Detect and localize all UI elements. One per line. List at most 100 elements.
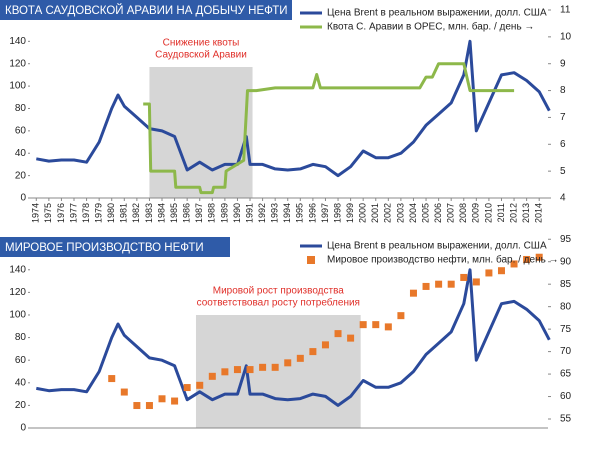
x-tick-label: 1978: [81, 203, 91, 223]
x-tick-label: 1983: [144, 203, 154, 223]
y-tick-label: 20: [15, 170, 27, 181]
series-point: [447, 280, 455, 288]
series-line: [36, 39, 551, 178]
annotation: Мировой рост производства: [213, 286, 345, 297]
legend-label: Цена Brent в реальном выражении, долл. С…: [327, 8, 547, 19]
y2-tick-label: 60: [560, 391, 572, 402]
title-bar: [0, 237, 230, 257]
series-point: [334, 330, 342, 338]
y-tick-label: 80: [15, 332, 27, 343]
title-bar: [0, 0, 292, 20]
y2-tick-label: 7: [560, 112, 566, 123]
y2-tick-label: 75: [560, 324, 572, 335]
x-tick-label: 2012: [508, 203, 518, 223]
y2-tick-label: 90: [560, 256, 572, 267]
series-point: [233, 366, 241, 374]
y-tick-label: 140: [9, 36, 26, 47]
x-tick-label: 2014: [534, 203, 544, 223]
y-tick-label: 60: [15, 125, 27, 136]
x-tick-label: 1994: [282, 203, 292, 223]
series-point: [409, 289, 417, 297]
y2-tick-label: 70: [560, 346, 572, 357]
x-tick-label: 2009: [471, 203, 481, 223]
x-tick-label: 1982: [131, 203, 141, 223]
x-tick-label: 1996: [307, 203, 317, 223]
x-tick-label: 1999: [345, 203, 355, 223]
y2-tick-label: 65: [560, 369, 572, 380]
x-tick-label: 1998: [332, 203, 342, 223]
y-tick-label: 0: [20, 423, 26, 434]
chart-title: МИРОВОЕ ПРОИЗВОДСТВО НЕФТИ: [5, 242, 204, 254]
series-line: [143, 62, 515, 195]
series-point: [208, 372, 216, 380]
series-point: [472, 278, 480, 286]
y-tick-label: 100: [9, 310, 26, 321]
series-point: [145, 402, 153, 410]
series-point: [246, 366, 254, 374]
x-tick-label: 2001: [370, 203, 380, 223]
x-tick-label: 1984: [156, 203, 166, 223]
x-tick-label: 2008: [458, 203, 468, 223]
y-tick-label: 60: [15, 355, 27, 366]
y-tick-label: 120: [9, 287, 26, 298]
chart-title: КВОТА САУДОВСКОЙ АРАВИИ НА ДОБЫЧУ НЕФТИ: [5, 4, 288, 17]
y-tick-label: 40: [15, 377, 27, 388]
y2-tick-label: 80: [560, 301, 572, 312]
y2-tick-label: 6: [560, 139, 566, 150]
y2-tick-label: 4: [560, 193, 566, 204]
series-point: [183, 384, 191, 392]
x-tick-label: 1985: [169, 203, 179, 223]
x-tick-label: 1988: [207, 203, 217, 223]
series-point: [296, 354, 304, 362]
series-point: [510, 260, 518, 268]
y2-tick-label: 95: [560, 234, 572, 245]
y-tick-label: 80: [15, 103, 27, 114]
x-tick-label: 1974: [31, 203, 41, 223]
series-point: [384, 323, 392, 331]
y2-tick-label: 85: [560, 279, 572, 290]
x-tick-label: 1979: [94, 203, 104, 223]
series-line: [36, 268, 551, 407]
x-tick-label: 1991: [244, 203, 254, 223]
series-point: [485, 269, 493, 277]
x-tick-label: 2011: [496, 203, 506, 222]
series-point: [523, 255, 531, 263]
y-tick-label: 120: [9, 58, 26, 69]
x-tick-label: 1997: [320, 203, 330, 223]
y2-tick-label: 9: [560, 58, 566, 69]
legend-label: Квота С. Аравии в ОРЕС, млн. бар. / день…: [327, 21, 534, 33]
x-tick-label: 2007: [446, 203, 456, 223]
series-point: [422, 282, 430, 290]
y-tick-label: 0: [20, 193, 26, 204]
x-tick-label: 1992: [257, 203, 267, 223]
series-point: [321, 341, 329, 349]
legend-swatch: [307, 256, 315, 264]
series-point: [435, 280, 443, 288]
series-point: [271, 363, 279, 371]
x-tick-label: 1995: [295, 203, 305, 223]
x-tick-label: 1987: [194, 203, 204, 223]
x-tick-label: 2010: [483, 203, 493, 223]
x-tick-label: 2003: [395, 203, 405, 223]
x-tick-label: 1980: [106, 203, 116, 223]
x-tick-label: 2002: [383, 203, 393, 223]
x-tick-label: 2006: [433, 203, 443, 223]
series-point: [171, 397, 179, 405]
series-point: [535, 253, 543, 261]
x-tick-label: 2013: [521, 203, 531, 223]
series-point: [120, 388, 128, 396]
annotation: Саудовской Аравии: [155, 50, 247, 61]
x-tick-label: 2004: [408, 203, 418, 223]
x-tick-label: 1986: [182, 203, 192, 223]
series-point: [221, 368, 229, 376]
legend-label: Цена Brent в реальном выражении, долл. С…: [327, 241, 547, 252]
x-tick-label: 1981: [119, 203, 129, 223]
x-tick-label: 2000: [358, 203, 368, 223]
series-point: [259, 363, 267, 371]
x-tick-label: 2005: [420, 203, 430, 223]
x-tick-label: 1975: [43, 203, 53, 223]
series-point: [460, 273, 468, 281]
y-tick-label: 100: [9, 81, 26, 92]
y2-tick-label: 55: [560, 414, 572, 425]
